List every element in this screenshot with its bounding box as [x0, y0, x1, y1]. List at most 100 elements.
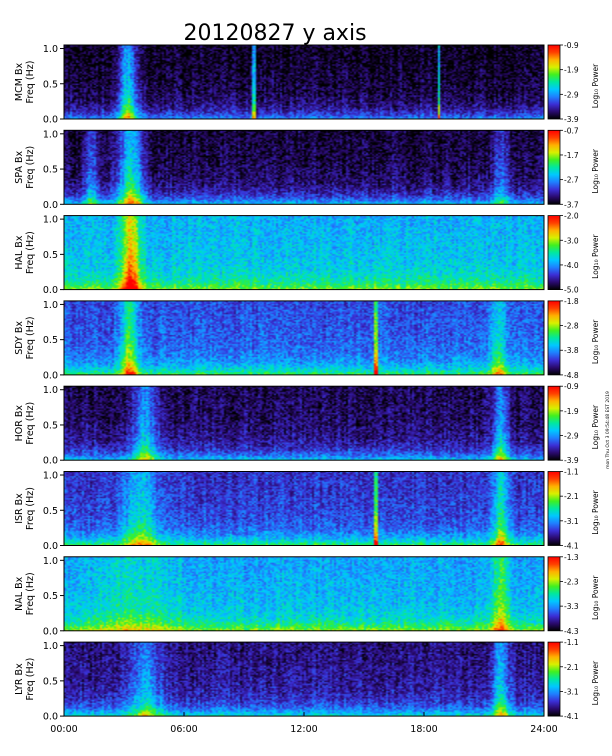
station-panel: 0.0 0.5 1.0 ISR Bx Freq (Hz) -1.1 -2.1 -3.1 -4.1… — [14, 468, 600, 553]
colorbar-tick-label: -4.1 — [564, 712, 579, 721]
colorbar-tick-label: -3.9 — [564, 115, 579, 124]
plot-frame — [63, 471, 545, 546]
y-tick-label: 0.0 — [43, 456, 58, 467]
freq-axis-label: Freq (Hz) — [25, 658, 36, 701]
y-tick-label: 1.0 — [43, 300, 58, 311]
x-tick-label: 06:00 — [170, 724, 197, 735]
plot-frame — [63, 385, 545, 461]
y-tick-label: 0.0 — [43, 285, 58, 296]
colorbar-label: Log₁₀ Power — [591, 404, 600, 449]
colorbar-tick-label: -4.0 — [564, 261, 579, 270]
plot-frame — [63, 44, 545, 120]
y-tick-label: 0.0 — [43, 370, 58, 381]
colorbar-tick-label: -3.1 — [564, 517, 579, 526]
colorbar-tick-label: -3.0 — [564, 236, 579, 245]
y-tick-label: 0.5 — [43, 676, 58, 687]
colorbar-tick-label: -1.9 — [564, 66, 579, 75]
colorbar — [547, 471, 561, 546]
timestamp-note: mon Thu Oct 3 09:54:48 EST 2019 — [605, 391, 611, 469]
colorbar-tick-label: -4.8 — [564, 371, 579, 380]
y-tick-label: 1.0 — [43, 556, 58, 567]
station-panel: 0.0 0.5 1.0 LYR Bx Freq (Hz) -1.1 -2.1 -3.1 -4.1… — [14, 638, 600, 723]
colorbar-tick-label: -4.1 — [564, 542, 579, 551]
station-label: ISR Bx — [14, 493, 25, 524]
colorbar-tick-label: -1.3 — [564, 553, 579, 562]
colorbar-tick-label: -3.9 — [564, 456, 579, 465]
colorbar — [547, 129, 561, 205]
x-tick-label: 24:00 — [530, 724, 557, 735]
station-label: NAL Bx — [14, 576, 25, 610]
y-tick-label: 0.0 — [43, 115, 58, 126]
colorbar-tick-label: -1.9 — [564, 407, 579, 416]
station-label: SPA Bx — [14, 151, 25, 184]
colorbar-label: Log₁₀ Power — [591, 148, 600, 193]
colorbar-tick-label: -3.7 — [564, 200, 579, 209]
y-tick-label: 1.0 — [43, 215, 58, 226]
y-tick-label: 0.5 — [43, 591, 58, 602]
colorbar-tick-label: -2.3 — [564, 577, 579, 586]
colorbar-tick-label: -2.8 — [564, 322, 579, 331]
colorbar — [547, 385, 561, 461]
spectrogram-image — [64, 45, 544, 119]
colorbar-tick-label: -1.8 — [564, 297, 579, 306]
colorbar-tick-label: -0.9 — [564, 41, 579, 50]
y-tick-label: 0.5 — [43, 79, 58, 90]
spectrogram-image — [64, 642, 544, 717]
colorbar-tick-label: -2.9 — [564, 90, 579, 99]
station-label: LYR Bx — [14, 663, 25, 695]
colorbar — [547, 215, 561, 291]
chart-title: 20120827 y axis — [183, 21, 366, 46]
colorbar-label: Log₁₀ Power — [591, 575, 600, 620]
colorbar-tick-label: -2.1 — [564, 663, 579, 672]
station-panel: 0.0 0.5 1.0 HAL Bx Freq (Hz) -2.0 -3.0 -4.0 -5.0… — [14, 212, 600, 297]
freq-axis-label: Freq (Hz) — [25, 316, 36, 359]
plot-frame — [63, 215, 545, 291]
colorbar-tick-label: -2.9 — [564, 432, 579, 441]
x-tick-label: 12:00 — [290, 724, 317, 735]
spectrogram-image — [64, 130, 544, 205]
time-axis: 00:00 06:00 12:00 18:00 24:00 — [50, 712, 558, 735]
colorbar-tick-label: -0.9 — [564, 382, 579, 391]
colorbar-tick-label: -1.1 — [564, 638, 579, 647]
station-label: HOR Bx — [14, 405, 25, 442]
colorbar-tick-label: -2.1 — [564, 492, 579, 501]
freq-axis-label: Freq (Hz) — [25, 572, 36, 615]
y-tick-label: 0.5 — [43, 420, 58, 431]
colorbar-label: Log₁₀ Power — [591, 233, 600, 278]
y-tick-label: 1.0 — [43, 44, 58, 55]
freq-axis-label: Freq (Hz) — [25, 61, 36, 104]
y-tick-label: 0.5 — [43, 250, 58, 261]
colorbar-tick-label: -3.1 — [564, 687, 579, 696]
colorbar-label: Log₁₀ Power — [591, 660, 600, 705]
colorbar — [547, 44, 561, 120]
colorbar-label: Log₁₀ Power — [591, 63, 600, 108]
spectrogram-image — [64, 386, 544, 461]
station-label: SDY Bx — [14, 321, 25, 355]
y-tick-label: 1.0 — [43, 641, 58, 652]
spectrogram-image — [64, 215, 544, 290]
colorbar-tick-label: -4.3 — [564, 627, 579, 636]
y-tick-label: 0.5 — [43, 506, 58, 517]
colorbar-tick-label: -5.0 — [564, 286, 579, 295]
colorbar-tick-label: -2.7 — [564, 176, 579, 185]
plot-frame — [63, 129, 545, 205]
y-tick-label: 0.0 — [43, 200, 58, 211]
freq-axis-label: Freq (Hz) — [25, 487, 36, 530]
station-panel: 0.0 0.5 1.0 MCM Bx Freq (Hz) -0.9 -1.9 -2.9 -3.9… — [14, 41, 600, 126]
station-label: HAL Bx — [14, 235, 25, 269]
station-label: MCM Bx — [14, 63, 25, 102]
station-panel: 0.0 0.5 1.0 HOR Bx Freq (Hz) -0.9 -1.9 -2.9 -3.9… — [14, 382, 600, 467]
colorbar-tick-label: -2.0 — [564, 212, 579, 221]
x-tick-label: 00:00 — [50, 724, 77, 735]
colorbar-tick-label: -1.7 — [564, 151, 579, 160]
y-tick-label: 1.0 — [43, 471, 58, 482]
colorbar-label: Log₁₀ Power — [591, 489, 600, 534]
colorbar — [547, 556, 561, 632]
colorbar — [547, 300, 561, 376]
y-tick-label: 0.5 — [43, 335, 58, 346]
spectrogram-image — [64, 471, 544, 546]
colorbar-tick-label: -3.3 — [564, 602, 579, 611]
colorbar-label: Log₁₀ Power — [591, 319, 600, 364]
